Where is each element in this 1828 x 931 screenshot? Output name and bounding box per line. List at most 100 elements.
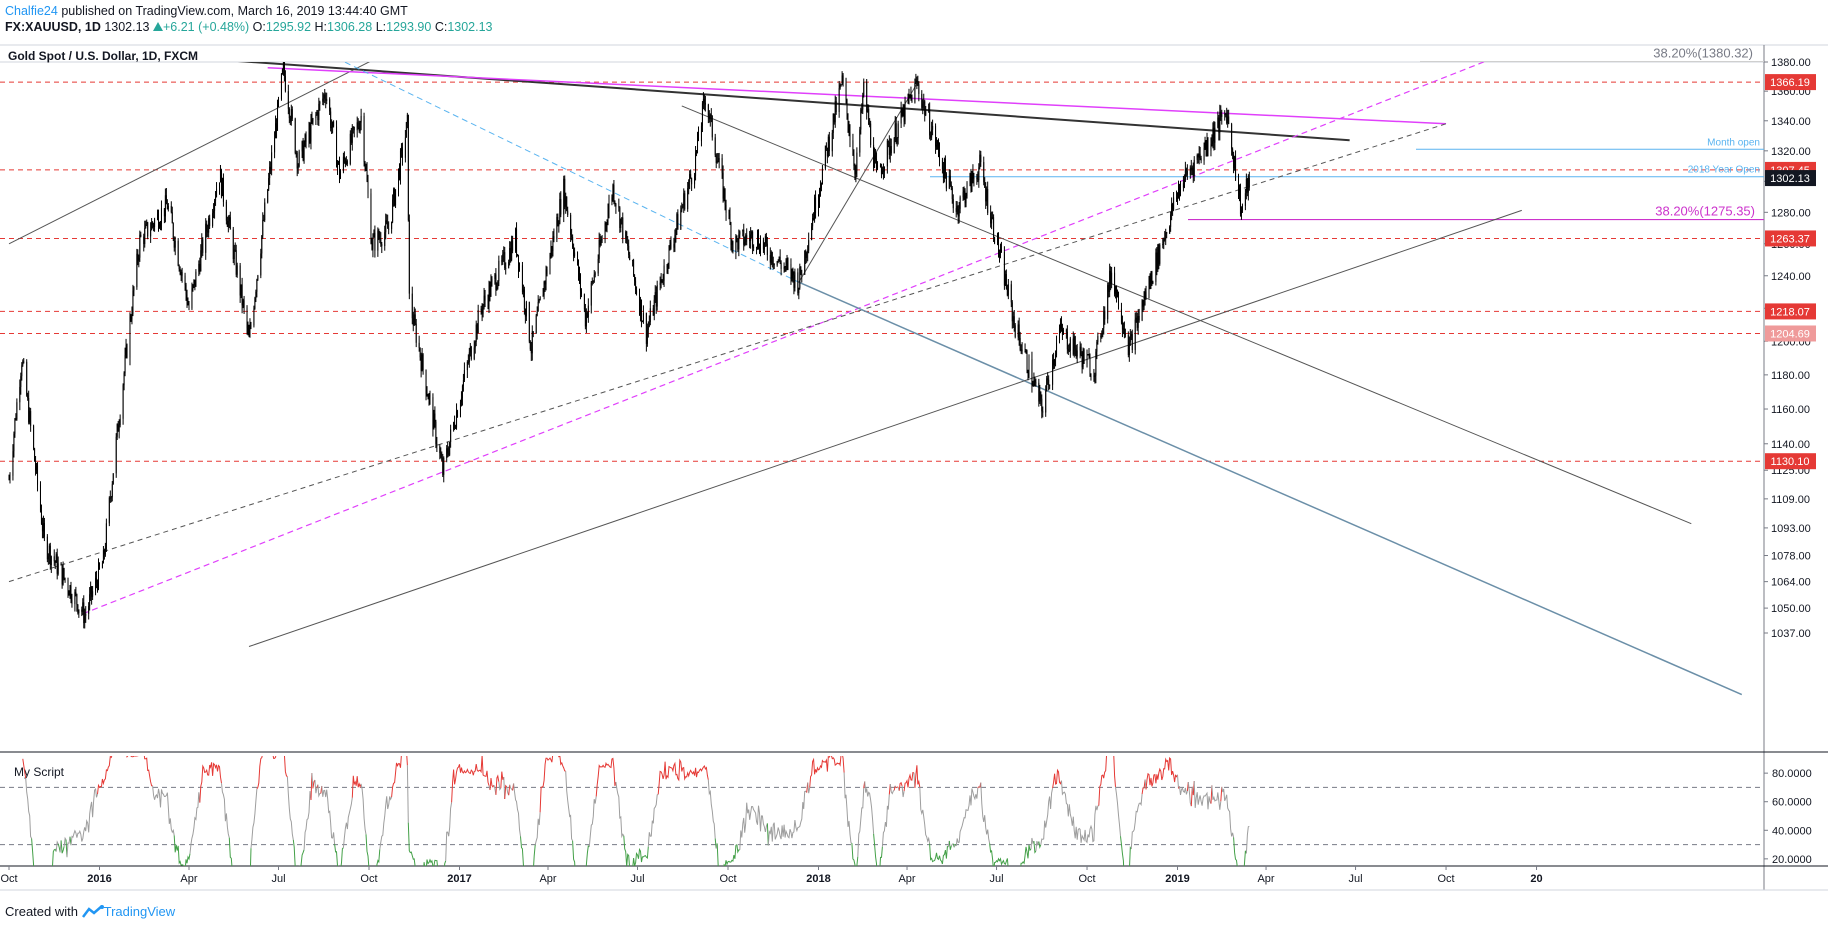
candle-body [1103,310,1105,329]
candle-body [180,272,182,275]
candle-body [356,122,358,131]
candle-body [263,219,265,221]
candle-body [835,101,837,112]
candle-body [663,265,665,281]
indicator-tick-label: 80.0000 [1772,768,1812,780]
candle-body [1165,232,1167,239]
candle-body [894,123,896,138]
candle-body [195,271,197,287]
candle-body [600,240,602,245]
candle-body [172,223,174,239]
indicator-line [873,833,883,866]
candle-body [1021,349,1023,352]
candle-body [301,141,303,152]
price-tick-label: 1140.00 [1771,439,1810,451]
author-link[interactable]: Chalfie24 [5,4,58,18]
candle-body [971,171,973,191]
candle-body [739,231,741,235]
candle-body [303,145,305,161]
candle-body [1024,351,1026,353]
indicator-line [97,756,153,795]
candle-body [1080,346,1082,355]
candle-body [1081,354,1083,368]
candle-body [1082,349,1084,368]
candle-body [1169,226,1171,234]
price-tick-label: 1320.00 [1771,146,1811,158]
indicator-line [914,765,921,788]
candle-body [598,239,600,259]
candle-body [422,354,424,370]
candle-body [1059,323,1061,329]
indicator-line [60,840,65,854]
indicator-line [901,786,905,798]
candle-body [625,231,627,239]
candle-body [289,118,291,122]
candle-body [708,116,710,120]
candle-body [1129,336,1131,343]
candle-body [1035,382,1037,384]
candle-body [173,238,175,248]
candle-body [522,289,524,293]
candle-body [386,220,388,223]
candle-body [1066,331,1068,350]
candle-body [70,585,72,600]
candle-body [1049,384,1051,386]
candle-body [1204,140,1206,149]
candle-body [187,304,189,306]
candle-body [512,240,514,251]
candle-body [21,365,23,377]
candle-body [553,236,555,240]
candle-body [583,294,585,310]
candle-body [797,272,799,294]
price-axis[interactable]: 1380.001360.001340.001320.001300.001280.… [1764,57,1811,640]
candle-body [917,82,919,85]
candle-body [377,230,379,251]
candle-body [1053,359,1055,366]
candle-body [201,239,203,251]
candle-body [345,161,347,165]
candle-body [288,108,290,119]
candle-body [330,111,332,129]
candle-body [945,173,947,189]
time-axis[interactable]: Oct 2016 Apr Jul Oct 2017 Apr Jul Oct 2018 Apr Jul O… [0,866,1543,885]
candle-body [868,109,870,125]
candle-body [839,85,841,89]
candle-body [714,137,716,156]
candle-body [235,250,237,275]
candle-body [976,177,978,180]
candle-body [606,223,608,225]
candle-body [964,190,966,204]
candle-body [358,127,360,132]
candle-body [875,155,877,159]
indicator-line [919,787,931,844]
candle-body [304,134,306,146]
candle-body [744,241,746,245]
indicator-line [509,784,513,791]
candle-body [655,292,657,307]
candle-body [770,252,772,263]
candle-body [800,266,802,274]
candle-body [177,240,179,266]
candle-body [993,217,995,238]
candle-body [137,253,139,261]
candle-body [74,591,76,605]
candle-body [566,196,568,211]
candle-body [584,309,586,327]
candle-body [219,170,221,183]
candle-body [296,152,298,169]
candle-body [998,254,1000,256]
channel-lower-line [798,281,1743,696]
candle-body [209,218,211,226]
candle-body [832,113,834,133]
candle-body [75,591,77,595]
tradingview-brand-link[interactable]: TradingView [103,904,176,919]
candle-body [39,484,41,511]
candle-body [194,279,196,287]
candle-body [218,182,220,189]
indicator-line [360,783,367,835]
candle-body [309,128,311,142]
candle-body [274,138,276,153]
candle-body [89,594,91,607]
candle-body [496,287,498,290]
